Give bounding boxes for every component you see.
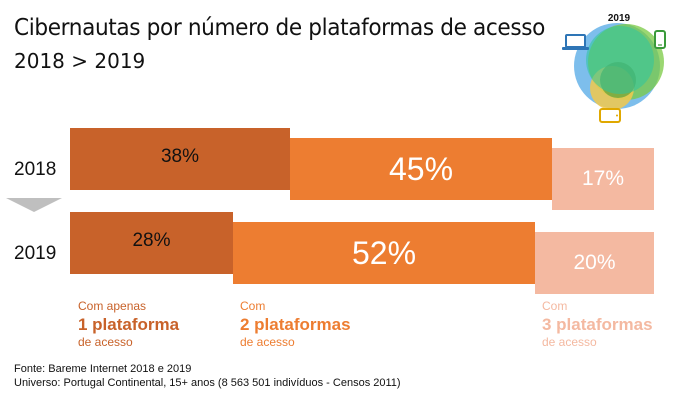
chart-subtitle: 2018 > 2019 xyxy=(14,49,146,73)
legend-line3: de acesso xyxy=(542,334,597,349)
smartphone-icon xyxy=(654,30,666,49)
bar-2018-3-platforms: 17% xyxy=(552,148,654,210)
legend-line1: Com xyxy=(542,299,568,313)
legend-2-platforms: Com 2 plataformas de acesso xyxy=(240,299,351,350)
legend-line1: Com xyxy=(240,299,266,313)
legend-line1: Com apenas xyxy=(78,299,147,313)
legend-line2: 2 plataformas xyxy=(240,314,351,334)
bar-2019-2-platforms: 52% xyxy=(233,222,535,284)
legend-line2: 3 plataformas xyxy=(542,314,653,334)
bar-value-label: 52% xyxy=(351,234,417,271)
legend-1-platform: Com apenas 1 plataforma de acesso xyxy=(78,299,180,350)
bar-2019-3-platforms: 20% xyxy=(535,232,654,294)
bar-2018-1-platform: 38% xyxy=(70,128,290,190)
footer-source: Fonte: Bareme Internet 2018 e 2019 xyxy=(14,363,192,375)
bar-value-label: 17% xyxy=(581,167,625,190)
footer-universe: Universo: Portugal Continental, 15+ anos… xyxy=(14,377,401,389)
bar-value-label: 20% xyxy=(573,251,616,274)
venn-circle-teal xyxy=(586,26,654,94)
venn-diagram xyxy=(574,23,664,110)
laptop-icon xyxy=(562,34,589,50)
legend-line3: de acesso xyxy=(240,334,295,349)
venn-year-label: 2019 xyxy=(608,13,631,24)
bar-2018-2-platforms: 45% xyxy=(290,138,552,200)
year-label-2018: 2018 xyxy=(14,159,57,180)
bar-value-label: 28% xyxy=(132,230,171,251)
year-transition-arrow xyxy=(6,198,62,212)
chart-title: Cibernautas por número de plataformas de… xyxy=(14,15,545,41)
bar-value-label: 38% xyxy=(160,146,200,167)
bar-2019-1-platform: 28% xyxy=(70,212,233,274)
bar-value-label: 45% xyxy=(388,150,454,187)
legend-line2: 1 plataforma xyxy=(78,314,180,334)
tablet-icon xyxy=(599,108,621,123)
legend-line3: de acesso xyxy=(78,334,133,349)
year-label-2019: 2019 xyxy=(14,243,57,264)
legend-3-platforms: Com 3 plataformas de acesso xyxy=(542,299,653,350)
